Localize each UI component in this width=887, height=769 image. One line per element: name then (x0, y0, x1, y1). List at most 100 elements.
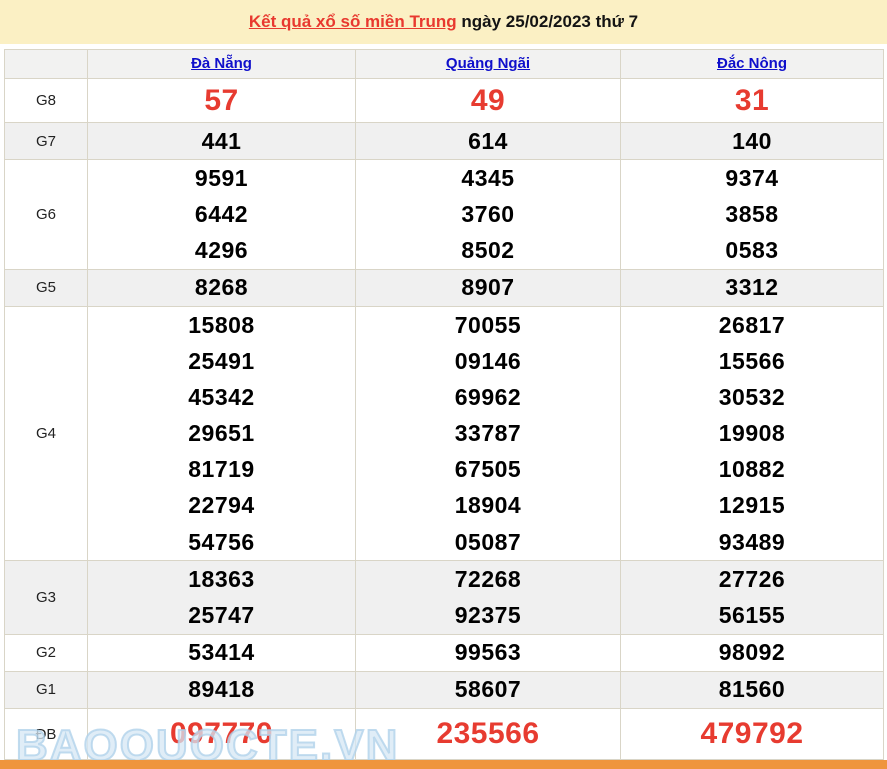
prize-number: 99563 (454, 639, 522, 666)
prize-row-g4: G4 15808 25491 45342 29651 81719 22794 54756 700… (4, 305, 884, 562)
prize-number: 18363 (188, 565, 255, 592)
prize-values-g4-col0: 15808 25491 45342 29651 81719 22794 54756 (87, 305, 356, 562)
prize-number: 10882 (718, 456, 786, 483)
prize-number: 98092 (718, 639, 786, 666)
prize-number: 33787 (454, 420, 522, 447)
prize-number: 29651 (188, 420, 255, 447)
prize-number: 9591 (194, 164, 249, 191)
page-title: Kết quả xổ số miền Trung ngày 25/02/2023… (0, 0, 887, 44)
prize-number: 53414 (188, 639, 255, 666)
prize-label-db: ĐB (4, 708, 88, 760)
prize-label-g7: G7 (4, 121, 88, 161)
prize-values-g3-col0: 18363 25747 (87, 560, 356, 635)
prize-number: 3858 (725, 200, 779, 227)
prize-number: 26817 (718, 311, 786, 338)
prize-number: 15808 (188, 311, 255, 338)
prize-values-g7-col0: 441 (87, 121, 356, 161)
prize-values-db-col1: 235566 (355, 708, 621, 760)
prize-number: 614 (468, 127, 508, 154)
prize-values-g7-col1: 614 (355, 121, 621, 161)
prize-row-g7: G7 441 614 140 (4, 121, 884, 161)
prize-number: 45342 (188, 383, 255, 410)
prize-number: 3760 (461, 200, 515, 227)
prize-number: 49 (470, 83, 506, 117)
prize-values-g1-col0: 89418 (87, 670, 356, 710)
prize-label-g3: G3 (4, 560, 88, 635)
prize-values-g3-col2: 27726 56155 (620, 560, 884, 635)
header-cell-da-nang: Đà Nẵng (87, 49, 356, 79)
prize-row-g5: G5 8268 8907 3312 (4, 268, 884, 307)
prize-number: 31 (734, 83, 770, 117)
prize-number: 097770 (169, 717, 274, 750)
prize-number: 6442 (194, 200, 249, 227)
prize-row-g6: G6 9591 6442 4296 4345 3760 8502 9374 3858 0583 (4, 159, 884, 270)
prize-values-g5-col1: 8907 (355, 268, 621, 307)
prize-values-g8-col0: 57 (87, 78, 356, 123)
prize-number: 0583 (725, 237, 779, 264)
prize-values-g6-col0: 9591 6442 4296 (87, 159, 356, 270)
prize-values-g2-col0: 53414 (87, 633, 356, 672)
prize-values-g3-col1: 72268 92375 (355, 560, 621, 635)
prize-row-g2: G2 53414 99563 98092 (4, 633, 884, 672)
prize-number: 27726 (718, 565, 786, 592)
title-link[interactable]: Kết quả xổ số miền Trung (248, 12, 457, 31)
prize-values-g5-col2: 3312 (620, 268, 884, 307)
prize-values-db-col0: 097770 (87, 708, 356, 760)
prize-values-g6-col2: 9374 3858 0583 (620, 159, 884, 270)
prize-row-g1: G1 89418 58607 81560 (4, 670, 884, 710)
prize-values-g7-col2: 140 (620, 121, 884, 161)
prize-values-g4-col2: 26817 15566 30532 19908 10882 12915 93489 (620, 305, 884, 562)
prize-number: 56155 (718, 602, 786, 629)
prize-values-g5-col0: 8268 (87, 268, 356, 307)
prize-number: 479792 (700, 717, 804, 750)
column-link-dac-nong[interactable]: Đắc Nông (716, 55, 787, 72)
prize-label-g5: G5 (4, 268, 88, 307)
prize-number: 05087 (454, 528, 522, 555)
prize-label-g8: G8 (4, 78, 88, 123)
prize-number: 9374 (725, 164, 779, 191)
prize-row-g8: G8 57 49 31 (4, 78, 884, 123)
bottom-orange-bar (0, 760, 887, 769)
prize-number: 3312 (725, 274, 779, 301)
prize-number: 58607 (454, 676, 522, 703)
prize-number: 19908 (718, 420, 786, 447)
prize-number: 81719 (188, 456, 255, 483)
prize-label-g1: G1 (4, 670, 88, 710)
prize-label-g6: G6 (4, 159, 88, 270)
column-link-da-nang[interactable]: Đà Nẵng (191, 55, 252, 72)
prize-values-db-col2: 479792 (620, 708, 884, 760)
prize-number: 54756 (188, 528, 255, 555)
prize-number: 72268 (454, 565, 522, 592)
column-link-quang-ngai[interactable]: Quảng Ngãi (445, 55, 531, 72)
prize-number: 4296 (194, 237, 249, 264)
prize-number: 89418 (188, 676, 255, 703)
title-date: ngày 25/02/2023 thứ 7 (456, 12, 639, 31)
prize-number: 4345 (461, 164, 515, 191)
header-row: Đà Nẵng Quảng Ngãi Đắc Nông (4, 49, 884, 79)
prize-number: 8502 (461, 237, 515, 264)
prize-values-g2-col1: 99563 (355, 633, 621, 672)
prize-row-db: ĐB 097770 235566 479792 (4, 708, 884, 760)
prize-number: 93489 (718, 528, 786, 555)
prize-number: 69962 (454, 383, 522, 410)
header-empty-cell (4, 49, 88, 79)
prize-values-g1-col2: 81560 (620, 670, 884, 710)
prize-number: 67505 (454, 456, 522, 483)
prize-label-g2: G2 (4, 633, 88, 672)
prize-row-g3: G3 18363 25747 72268 92375 27726 56155 (4, 560, 884, 635)
prize-number: 140 (732, 127, 772, 154)
prize-number: 12915 (718, 492, 786, 519)
prize-number: 25491 (188, 347, 255, 374)
prize-number: 441 (201, 127, 242, 154)
prize-values-g1-col1: 58607 (355, 670, 621, 710)
prize-values-g8-col1: 49 (355, 78, 621, 123)
header-cell-quang-ngai: Quảng Ngãi (355, 49, 621, 79)
prize-values-g6-col1: 4345 3760 8502 (355, 159, 621, 270)
prize-number: 25747 (188, 602, 255, 629)
prize-values-g8-col2: 31 (620, 78, 884, 123)
prize-number: 81560 (718, 676, 786, 703)
prize-number: 235566 (436, 717, 540, 750)
prize-number: 09146 (454, 347, 522, 374)
prize-number: 30532 (718, 383, 786, 410)
